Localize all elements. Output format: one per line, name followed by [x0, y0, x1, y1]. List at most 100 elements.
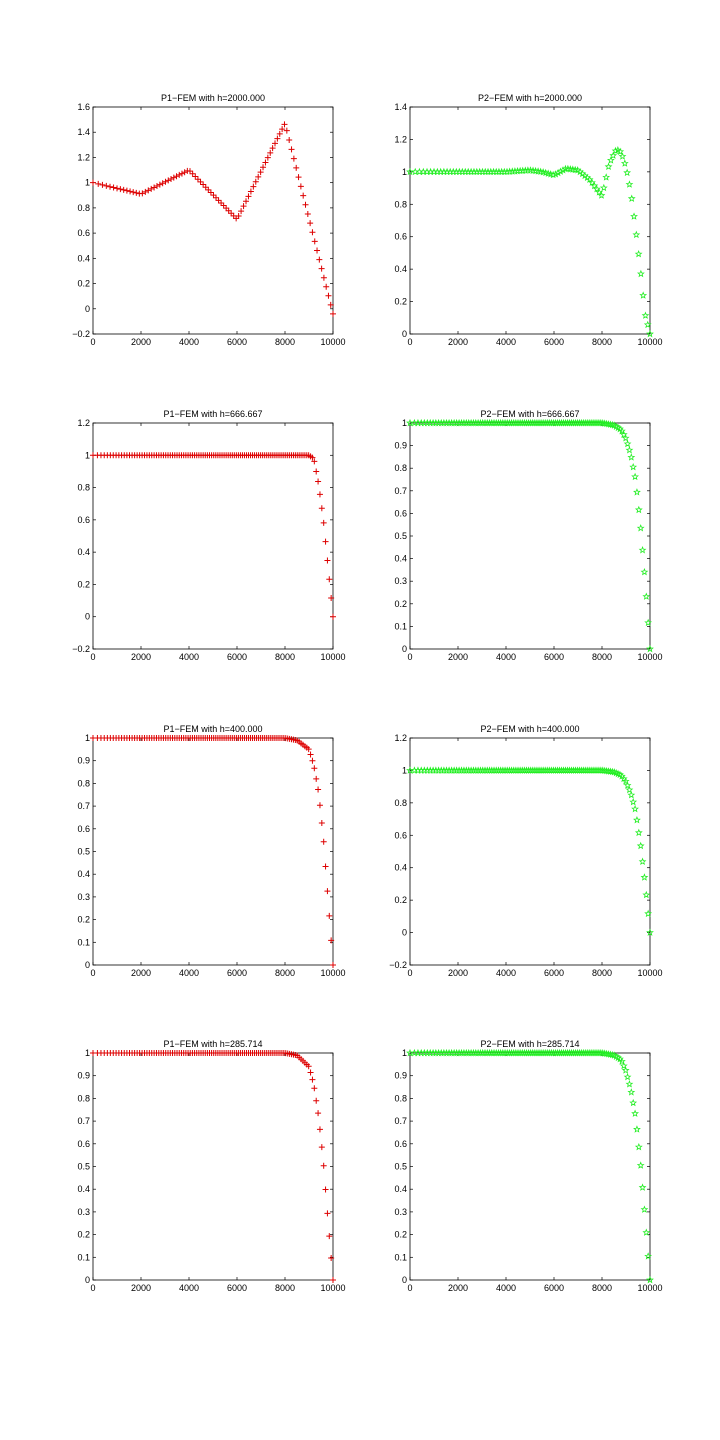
data-point: [218, 199, 225, 206]
data-point: [309, 229, 316, 236]
data-point: [590, 181, 599, 190]
data-point: [606, 156, 615, 164]
data-point: [262, 159, 269, 166]
data-point: [243, 198, 250, 205]
axes-box: [409, 737, 651, 966]
data-point: [288, 146, 295, 153]
y-tick-label: 0.1: [394, 1252, 407, 1262]
y-tick-label: 0.2: [77, 279, 90, 289]
x-tick-label: 6000: [544, 968, 564, 978]
y-tick-label: 0.8: [394, 1093, 407, 1103]
x-tick-label: 8000: [592, 337, 612, 347]
data-point: [554, 168, 562, 177]
data-point: [313, 468, 320, 475]
data-point: [634, 250, 643, 258]
y-tick-label: 0.1: [77, 937, 90, 947]
y-tick-label: −0.2: [72, 644, 90, 654]
data-point: [225, 207, 232, 214]
data-point: [595, 188, 604, 196]
data-point: [165, 177, 172, 184]
axes-box: [409, 422, 651, 650]
data-point: [276, 130, 283, 137]
y-tick-label: 0.7: [77, 801, 90, 811]
data-point: [186, 168, 193, 175]
y-tick-label: 1.2: [77, 152, 90, 162]
data-point: [633, 488, 641, 496]
data-point: [295, 174, 302, 181]
y-tick-label: 0: [402, 644, 407, 654]
chart-title: P1−FEM with h=400.000: [163, 724, 262, 734]
data-point: [642, 890, 651, 899]
y-tick-label: 0.6: [394, 232, 407, 242]
data-point: [621, 1066, 630, 1074]
data-point: [223, 205, 230, 212]
data-point: [625, 446, 634, 454]
data-point: [316, 802, 323, 809]
y-tick-label: 0.4: [77, 869, 90, 879]
y-tick-label: 1: [85, 178, 90, 188]
data-point: [114, 185, 121, 192]
x-tick-label: 10000: [637, 1283, 662, 1293]
data-point: [110, 184, 117, 191]
data-point: [646, 1275, 654, 1284]
y-tick-label: 0: [402, 1275, 407, 1285]
data-point: [302, 201, 309, 208]
data-point: [151, 184, 158, 191]
data-point: [636, 841, 645, 850]
data-point: [194, 176, 201, 183]
y-tick-label: 0.1: [77, 1252, 90, 1262]
data-point: [313, 775, 320, 782]
data-point: [625, 785, 634, 794]
x-tick-label: 10000: [320, 337, 345, 347]
data-point: [316, 491, 323, 498]
data-point: [320, 838, 327, 845]
data-point: [210, 192, 217, 199]
y-tick-label: 0.2: [394, 1230, 407, 1240]
data-point: [642, 1228, 651, 1236]
data-point: [617, 1057, 626, 1065]
data-point: [264, 154, 271, 161]
data-point: [197, 178, 204, 185]
data-point: [551, 170, 560, 178]
data-point: [320, 1162, 327, 1169]
data-point: [205, 186, 212, 193]
y-tick-label: 1.2: [77, 418, 90, 428]
x-tick-label: 4000: [179, 337, 199, 347]
data-point: [644, 909, 653, 918]
data-point: [634, 1142, 643, 1151]
y-tick-label: 0.2: [77, 579, 90, 589]
x-tick-label: 2000: [448, 1283, 468, 1293]
y-tick-label: 0: [402, 329, 407, 339]
data-point: [324, 557, 331, 564]
data-point: [617, 426, 626, 435]
data-point: [616, 147, 625, 156]
data-point: [646, 329, 654, 338]
data-point: [304, 210, 311, 217]
data-point: [281, 121, 288, 128]
x-tick-label: 0: [90, 1283, 95, 1293]
data-point: [631, 1109, 639, 1117]
data-point: [318, 505, 325, 512]
data-point: [269, 145, 276, 152]
x-tick-label: 0: [407, 1283, 412, 1293]
axes-box: [409, 1052, 651, 1281]
data-point: [322, 863, 329, 870]
data-point: [181, 169, 188, 176]
data-point: [309, 454, 316, 461]
y-tick-label: 0.6: [77, 824, 90, 834]
data-point: [267, 149, 274, 156]
axes-box: [92, 737, 334, 966]
data-point: [213, 194, 220, 201]
data-point: [311, 458, 318, 465]
x-tick-label: 8000: [275, 337, 295, 347]
data-point: [638, 1183, 647, 1191]
data-point: [272, 140, 279, 147]
data-point: [627, 194, 636, 202]
data-point: [307, 1069, 314, 1076]
data-point: [631, 804, 639, 813]
data-point: [631, 472, 639, 481]
data-point: [103, 182, 110, 189]
data-point: [286, 137, 293, 144]
panel-6: P2−FEM with h=400.0000 2000 4000 6000 8000 10…: [389, 724, 662, 978]
